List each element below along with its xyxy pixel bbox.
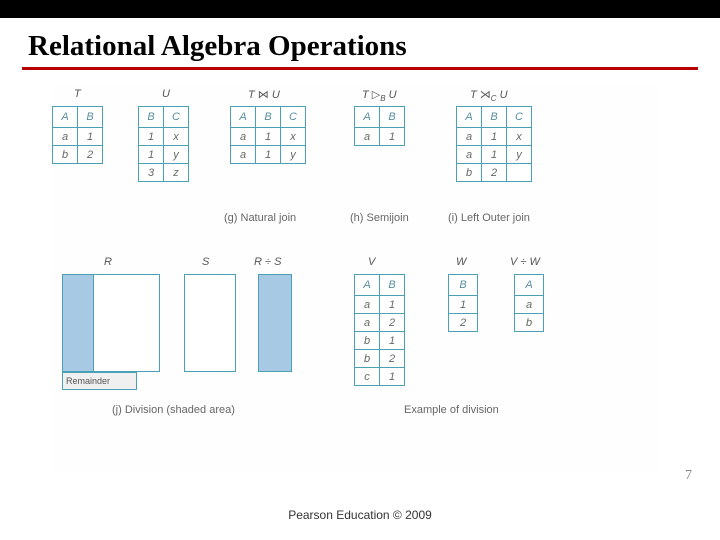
td: y — [507, 146, 532, 164]
table-V: AB a1 a2 b1 b2 c1 — [354, 274, 405, 386]
td: a — [231, 128, 256, 146]
th: B — [139, 107, 164, 128]
th: B — [380, 107, 405, 128]
th: B — [256, 107, 281, 128]
th: B — [449, 275, 478, 296]
th: B — [78, 107, 103, 128]
table-TleftU: ABC a1x a1y b2 — [456, 106, 532, 182]
label-TjoinU: T ⋈ U — [248, 88, 280, 101]
td: 2 — [380, 350, 405, 368]
td: 1 — [380, 296, 405, 314]
box-S — [184, 274, 236, 372]
td: 1 — [139, 128, 164, 146]
td: 2 — [482, 164, 507, 182]
td: b — [355, 332, 380, 350]
th: A — [355, 107, 380, 128]
td: y — [281, 146, 306, 164]
td: 1 — [256, 128, 281, 146]
label-U: U — [162, 88, 170, 100]
td: 1 — [139, 146, 164, 164]
td: 2 — [380, 314, 405, 332]
td: x — [507, 128, 532, 146]
td — [507, 164, 532, 182]
diagram-area: T AB a1 b2 U BC 1x 1y 3z T ⋈ U ABC a1x a… — [52, 84, 660, 474]
td: 3 — [139, 164, 164, 182]
td: b — [355, 350, 380, 368]
label-W: W — [456, 256, 466, 268]
td: a — [457, 128, 482, 146]
td: a — [53, 128, 78, 146]
label-VdivW: V ÷ W — [510, 256, 540, 268]
caption-left-outer: (i) Left Outer join — [448, 212, 530, 224]
label-R: R — [104, 256, 112, 268]
td: b — [457, 164, 482, 182]
box-RdivS — [258, 274, 292, 372]
th: B — [482, 107, 507, 128]
table-U: BC 1x 1y 3z — [138, 106, 189, 182]
title-underline — [22, 67, 698, 70]
th: A — [355, 275, 380, 296]
table-TsemiU: AB a1 — [354, 106, 405, 146]
caption-semijoin: (h) Semijoin — [350, 212, 409, 224]
caption-example-division: Example of division — [404, 404, 499, 416]
label-T: T — [74, 88, 81, 100]
td: 2 — [78, 146, 103, 164]
th: A — [231, 107, 256, 128]
td: 1 — [482, 146, 507, 164]
table-W: B 1 2 — [448, 274, 478, 332]
td: a — [231, 146, 256, 164]
caption-division: (j) Division (shaded area) — [112, 404, 235, 416]
td: a — [355, 128, 380, 146]
td: a — [355, 296, 380, 314]
box-remainder: Remainder — [62, 372, 137, 390]
td: 1 — [449, 296, 478, 314]
top-black-bar — [0, 0, 720, 18]
label-RdivS: R ÷ S — [254, 256, 281, 268]
td: x — [164, 128, 189, 146]
td: b — [515, 314, 544, 332]
page-number: 7 — [685, 468, 692, 484]
td: b — [53, 146, 78, 164]
table-VdivW: A a b — [514, 274, 544, 332]
td: a — [355, 314, 380, 332]
td: 1 — [380, 368, 405, 386]
label-V: V — [368, 256, 375, 268]
td: a — [515, 296, 544, 314]
td: y — [164, 146, 189, 164]
label-S: S — [202, 256, 209, 268]
table-T: AB a1 b2 — [52, 106, 103, 164]
td: 1 — [380, 128, 405, 146]
page-title: Relational Algebra Operations — [0, 18, 720, 67]
label-TleftU: T ⋊C U — [470, 88, 508, 103]
td: a — [457, 146, 482, 164]
th: A — [53, 107, 78, 128]
box-R-shade — [62, 274, 94, 372]
td: 1 — [482, 128, 507, 146]
th: C — [507, 107, 532, 128]
th: B — [380, 275, 405, 296]
td: c — [355, 368, 380, 386]
th: C — [164, 107, 189, 128]
caption-natural-join: (g) Natural join — [224, 212, 296, 224]
td: 1 — [380, 332, 405, 350]
footer-copyright: Pearson Education © 2009 — [0, 508, 720, 522]
td: x — [281, 128, 306, 146]
label-TsemiU: T ▷B U — [362, 88, 397, 103]
th: A — [515, 275, 544, 296]
td: 2 — [449, 314, 478, 332]
td: 1 — [78, 128, 103, 146]
th: A — [457, 107, 482, 128]
table-TjoinU: ABC a1x a1y — [230, 106, 306, 164]
td: 1 — [256, 146, 281, 164]
th: C — [281, 107, 306, 128]
td: z — [164, 164, 189, 182]
